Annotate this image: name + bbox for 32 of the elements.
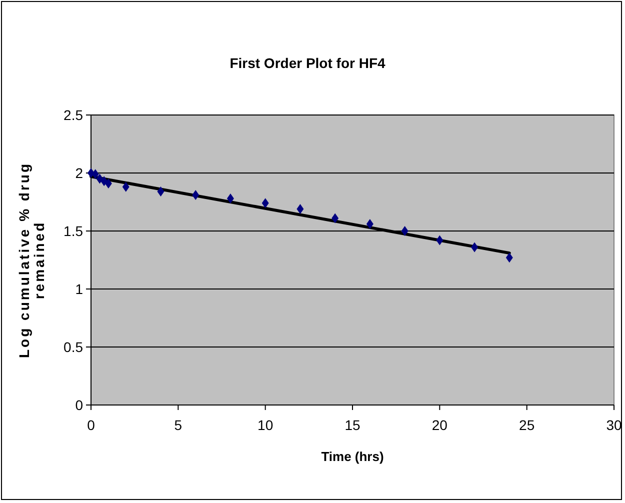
x-tick-label: 30 xyxy=(606,417,622,433)
point xyxy=(506,252,513,263)
point xyxy=(332,213,339,224)
y-tick-label: 2.5 xyxy=(64,107,84,123)
point xyxy=(104,178,112,188)
point xyxy=(192,190,200,200)
y-tick-label: 0.5 xyxy=(64,339,84,355)
point xyxy=(296,204,304,214)
x-tick-label: 15 xyxy=(344,417,360,433)
y-tick-label: 0 xyxy=(75,397,84,413)
y-tick-label: 1 xyxy=(75,281,84,297)
y-axis-title: Log cumulative % drug remained xyxy=(16,162,47,358)
point xyxy=(100,176,108,186)
x-tick-label: 20 xyxy=(432,417,448,433)
point xyxy=(96,174,104,184)
point xyxy=(401,226,408,236)
x-tick-label: 25 xyxy=(519,417,535,433)
y-tick-label: 1.5 xyxy=(64,223,84,239)
point xyxy=(471,242,478,252)
x-axis-title: Time (hrs) xyxy=(321,449,384,464)
point xyxy=(366,219,374,230)
x-tick-label: 5 xyxy=(174,417,182,433)
point xyxy=(226,194,234,204)
point xyxy=(157,186,164,197)
x-tick-label: 10 xyxy=(258,417,274,433)
point xyxy=(262,198,269,208)
point xyxy=(436,235,444,246)
point xyxy=(92,169,99,180)
chart-title: First Order Plot for HF4 xyxy=(230,55,386,71)
x-tick-label: 0 xyxy=(87,417,96,433)
point xyxy=(122,182,130,192)
y-tick-label: 2 xyxy=(75,165,84,181)
